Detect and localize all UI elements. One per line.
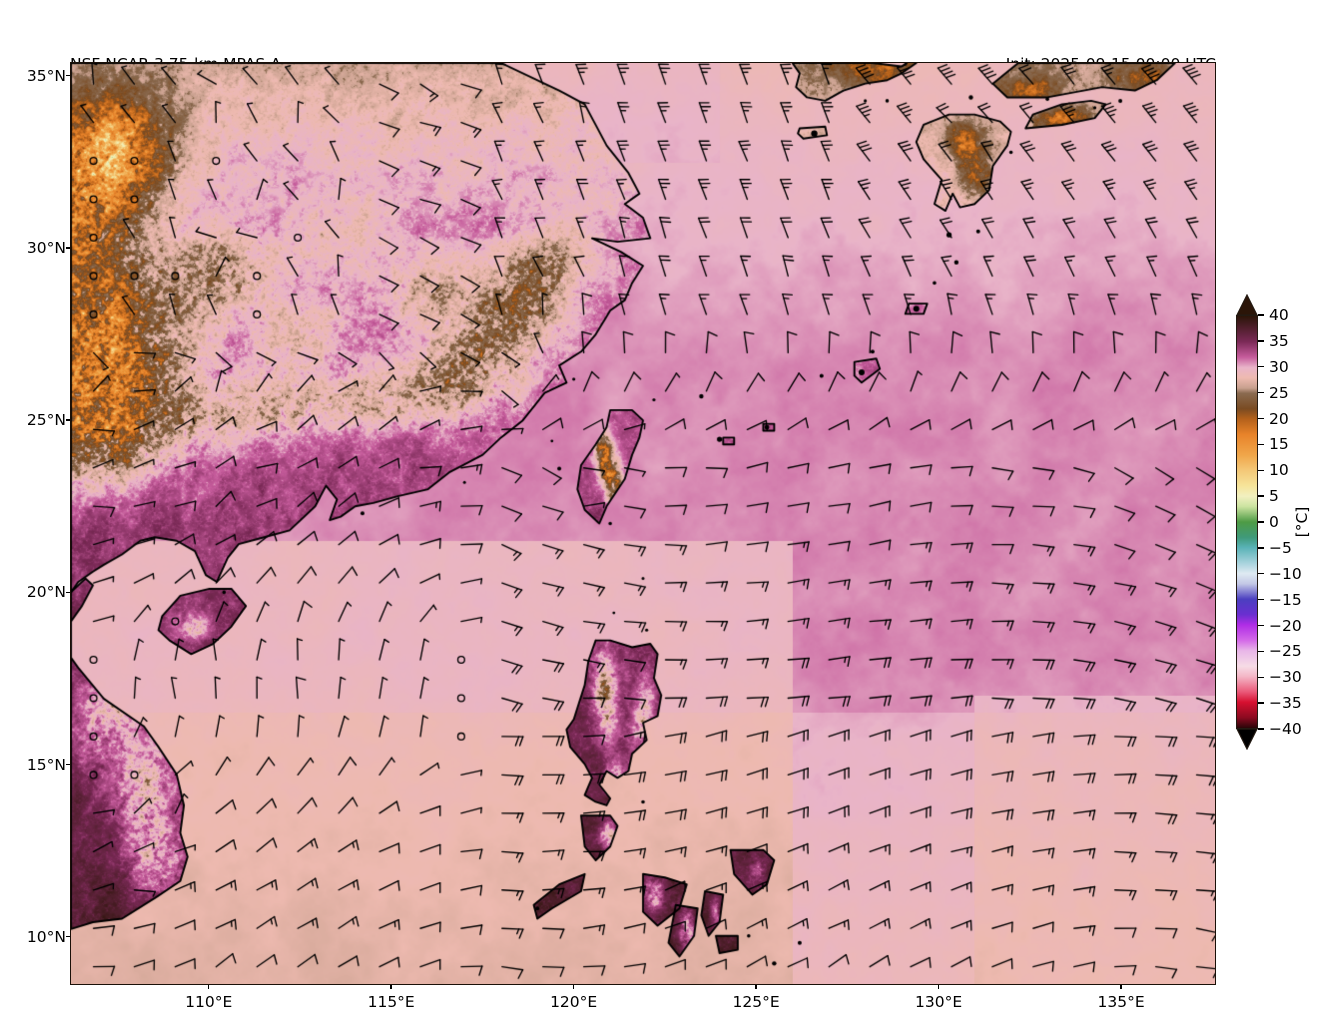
colorbar-title: [°C] bbox=[1293, 506, 1311, 538]
lat-tick-label: 25°N bbox=[26, 411, 66, 430]
colorbar-tick-label: 35 bbox=[1269, 331, 1289, 350]
colorbar-tick-label: −35 bbox=[1269, 694, 1302, 713]
colorbar-extend-max-arrow bbox=[1236, 294, 1258, 316]
colorbar-tick-mark bbox=[1258, 521, 1264, 523]
colorbar-tick-label: 40 bbox=[1269, 306, 1289, 324]
lat-tick-label: 35°N bbox=[26, 66, 66, 85]
lat-tick-label: 20°N bbox=[26, 583, 66, 602]
lat-tick-mark bbox=[66, 763, 70, 766]
lat-tick-mark bbox=[66, 247, 70, 249]
lon-tick-mark bbox=[1120, 985, 1122, 989]
lat-tick-label: 10°N bbox=[26, 927, 66, 946]
colorbar-tick-label: −5 bbox=[1269, 538, 1292, 557]
lon-tick-label: 120°E bbox=[550, 993, 598, 1011]
colorbar-extend-min-arrow bbox=[1236, 728, 1258, 750]
colorbar-tick-mark bbox=[1258, 391, 1264, 394]
colorbar-tick-label: −25 bbox=[1269, 642, 1302, 661]
lon-tick-label: 110°E bbox=[185, 993, 233, 1011]
lat-tick-label: 30°N bbox=[26, 238, 66, 257]
colorbar-tick-label: 0 bbox=[1269, 513, 1279, 531]
lat-tick-label: 15°N bbox=[26, 755, 66, 774]
colorbar-tick-mark bbox=[1258, 650, 1264, 653]
colorbar-tick-label: −20 bbox=[1269, 616, 1302, 635]
lat-tick-mark bbox=[66, 936, 70, 938]
colorbar-tick-mark bbox=[1258, 547, 1264, 549]
colorbar-tick-mark bbox=[1258, 624, 1264, 627]
colorbar-tick-label: 5 bbox=[1269, 487, 1279, 506]
lon-tick-label: 135°E bbox=[1097, 993, 1145, 1011]
lon-tick-mark bbox=[390, 985, 392, 989]
colorbar-tick-label: 15 bbox=[1269, 435, 1289, 454]
map-plot-area[interactable] bbox=[70, 62, 1216, 985]
colorbar-tick-mark bbox=[1258, 469, 1264, 471]
lon-tick-label: 125°E bbox=[732, 993, 780, 1011]
temperature-wind-map[interactable] bbox=[71, 63, 1215, 984]
colorbar-tick-label: 30 bbox=[1269, 357, 1289, 376]
colorbar-tick-label: 20 bbox=[1269, 409, 1289, 428]
colorbar-tick-mark bbox=[1258, 417, 1264, 420]
lon-tick-mark bbox=[755, 985, 757, 989]
lat-tick-mark bbox=[66, 75, 70, 77]
colorbar-tick-label: −30 bbox=[1269, 668, 1302, 687]
colorbar-tick-mark bbox=[1258, 443, 1264, 446]
colorbar-tick-mark bbox=[1258, 495, 1264, 497]
colorbar-gradient-body[interactable] bbox=[1236, 315, 1258, 729]
colorbar-gradient bbox=[1237, 316, 1257, 728]
lat-tick-mark bbox=[66, 419, 70, 421]
colorbar-tick-mark bbox=[1258, 340, 1264, 342]
lon-tick-mark bbox=[572, 985, 575, 989]
lon-tick-mark bbox=[937, 985, 940, 989]
colorbar-tick-mark bbox=[1258, 702, 1264, 704]
lat-tick-mark bbox=[66, 591, 70, 594]
colorbar-tick-label: 25 bbox=[1269, 383, 1289, 402]
colorbar-tick-mark bbox=[1258, 366, 1264, 368]
colorbar-tick-mark bbox=[1258, 676, 1264, 678]
lon-tick-label: 130°E bbox=[915, 993, 963, 1011]
colorbar-tick-label: 10 bbox=[1269, 461, 1289, 480]
colorbar-tick-mark bbox=[1258, 573, 1264, 575]
colorbar[interactable] bbox=[1236, 294, 1258, 750]
colorbar-tick-label: −15 bbox=[1269, 590, 1302, 609]
colorbar-tick-mark bbox=[1258, 728, 1264, 730]
lon-tick-mark bbox=[207, 985, 210, 989]
colorbar-tick-label: −10 bbox=[1269, 564, 1302, 583]
colorbar-tick-mark bbox=[1258, 314, 1264, 316]
colorbar-tick-label: −40 bbox=[1269, 720, 1302, 738]
lon-tick-label: 115°E bbox=[367, 993, 415, 1011]
colorbar-tick-mark bbox=[1258, 598, 1264, 601]
